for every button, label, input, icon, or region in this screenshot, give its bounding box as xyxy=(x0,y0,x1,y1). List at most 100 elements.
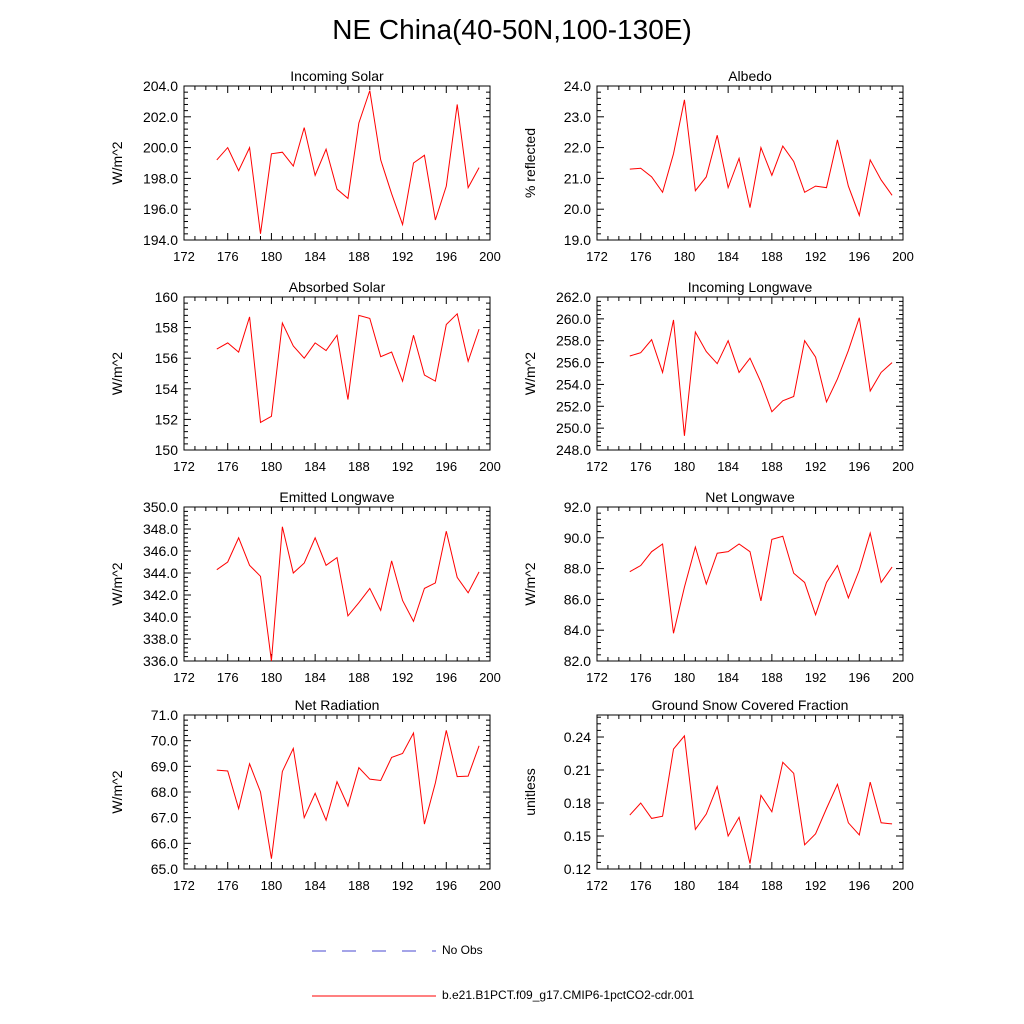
x-tick-label: 196 xyxy=(848,459,870,474)
x-tick-label: 192 xyxy=(805,459,827,474)
plot-frame xyxy=(183,85,491,241)
series-line xyxy=(216,312,480,424)
y-tick-label: 0.21 xyxy=(564,762,591,778)
x-tick-label: 176 xyxy=(217,249,239,264)
x-tick-label: 196 xyxy=(435,670,457,685)
y-tick-label: 262.0 xyxy=(556,289,591,305)
panel-title: Emitted Longwave xyxy=(279,489,394,505)
panel-ground-snow-covered-fraction: Ground Snow Covered Fraction unitless 172 1… xyxy=(522,697,914,893)
y-axis-label: W/m^2 xyxy=(109,770,125,813)
plot-frame xyxy=(183,714,491,870)
x-tick-label: 172 xyxy=(173,249,195,264)
y-tick-label: 90.0 xyxy=(564,530,591,546)
y-tick-label: 88.0 xyxy=(564,561,591,577)
y-axis-label: W/m^2 xyxy=(109,141,125,184)
y-tick-label: 66.0 xyxy=(151,835,178,851)
y-tick-label: 340.0 xyxy=(143,609,178,625)
plot-frame xyxy=(596,506,904,662)
y-axis-label: W/m^2 xyxy=(522,562,538,605)
x-tick-label: 192 xyxy=(805,249,827,264)
x-tick-label: 180 xyxy=(261,670,283,685)
x-tick-label: 172 xyxy=(586,459,608,474)
x-tick-label: 184 xyxy=(304,670,326,685)
panel-title: Incoming Longwave xyxy=(688,279,813,295)
panel-title: Absorbed Solar xyxy=(289,279,386,295)
y-tick-label: 92.0 xyxy=(564,499,591,515)
panel-title: Net Longwave xyxy=(705,489,795,505)
x-tick-label: 200 xyxy=(479,249,501,264)
y-tick-label: 82.0 xyxy=(564,653,591,669)
y-tick-label: 20.0 xyxy=(564,201,591,217)
x-tick-label: 188 xyxy=(761,670,783,685)
x-tick-label: 188 xyxy=(348,878,370,893)
x-tick-label: 200 xyxy=(479,459,501,474)
y-tick-label: 84.0 xyxy=(564,622,591,638)
x-tick-label: 172 xyxy=(586,249,608,264)
y-tick-label: 156 xyxy=(155,350,179,366)
x-tick-label: 176 xyxy=(217,459,239,474)
x-tick-label: 176 xyxy=(217,670,239,685)
y-tick-label: 154 xyxy=(155,381,179,397)
x-tick-label: 184 xyxy=(717,670,739,685)
x-tick-label: 176 xyxy=(630,459,652,474)
x-tick-label: 192 xyxy=(392,249,414,264)
panel-incoming-solar: Incoming Solar W/m^2 172 176 180 184 188 192 196… xyxy=(109,68,501,264)
y-tick-label: 0.12 xyxy=(564,861,591,877)
x-tick-label: 184 xyxy=(717,249,739,264)
y-tick-label: 196.0 xyxy=(143,201,178,217)
y-tick-label: 160 xyxy=(155,289,179,305)
x-tick-label: 192 xyxy=(392,670,414,685)
x-tick-label: 184 xyxy=(304,878,326,893)
y-axis-label: unitless xyxy=(522,768,538,815)
plot-frame xyxy=(596,296,904,451)
series-line xyxy=(629,531,893,634)
panel-net-longwave: Net Longwave W/m^2 172 176 180 184 188 192 196 20… xyxy=(522,489,914,685)
series-line xyxy=(216,526,480,662)
y-axis-label: W/m^2 xyxy=(109,352,125,395)
y-tick-label: 200.0 xyxy=(143,140,178,156)
x-tick-label: 196 xyxy=(435,459,457,474)
y-tick-label: 70.0 xyxy=(151,733,178,749)
panel-title: Net Radiation xyxy=(295,697,380,713)
y-axis-label: % reflected xyxy=(522,128,538,198)
y-tick-label: 204.0 xyxy=(143,78,178,94)
x-tick-label: 188 xyxy=(348,249,370,264)
x-tick-label: 184 xyxy=(304,459,326,474)
x-tick-label: 192 xyxy=(805,670,827,685)
y-tick-label: 86.0 xyxy=(564,591,591,607)
panel-title: Ground Snow Covered Fraction xyxy=(652,697,849,713)
panel-albedo: Albedo % reflected 172 176 180 184 188 192 196 20… xyxy=(522,68,914,264)
x-tick-label: 188 xyxy=(761,249,783,264)
y-tick-label: 336.0 xyxy=(143,653,178,669)
y-tick-label: 0.24 xyxy=(564,729,591,745)
y-tick-label: 0.18 xyxy=(564,795,591,811)
x-tick-label: 184 xyxy=(717,878,739,893)
y-tick-label: 252.0 xyxy=(556,398,591,414)
panel-emitted-longwave: Emitted Longwave W/m^2 172 176 180 184 188 192 1… xyxy=(109,489,501,685)
y-tick-label: 19.0 xyxy=(564,232,591,248)
x-tick-label: 188 xyxy=(348,459,370,474)
x-tick-label: 180 xyxy=(261,249,283,264)
series-line xyxy=(629,99,893,218)
panel-absorbed-solar: Absorbed Solar W/m^2 172 176 180 184 188 192 196… xyxy=(109,279,501,474)
y-tick-label: 248.0 xyxy=(556,442,591,458)
x-tick-label: 180 xyxy=(674,459,696,474)
y-tick-label: 65.0 xyxy=(151,861,178,877)
y-tick-label: 256.0 xyxy=(556,355,591,371)
y-axis-label: W/m^2 xyxy=(522,352,538,395)
y-tick-label: 198.0 xyxy=(143,170,178,186)
x-tick-label: 172 xyxy=(173,459,195,474)
y-tick-label: 344.0 xyxy=(143,565,178,581)
x-tick-label: 172 xyxy=(173,878,195,893)
y-tick-label: 194.0 xyxy=(143,232,178,248)
x-tick-label: 192 xyxy=(392,459,414,474)
x-tick-label: 196 xyxy=(848,249,870,264)
legend-label-no-obs: No Obs xyxy=(442,943,483,957)
y-tick-label: 254.0 xyxy=(556,376,591,392)
y-tick-label: 68.0 xyxy=(151,784,178,800)
x-tick-label: 180 xyxy=(674,249,696,264)
plot-frame xyxy=(183,506,491,662)
x-tick-label: 196 xyxy=(435,249,457,264)
y-tick-label: 23.0 xyxy=(564,109,591,125)
